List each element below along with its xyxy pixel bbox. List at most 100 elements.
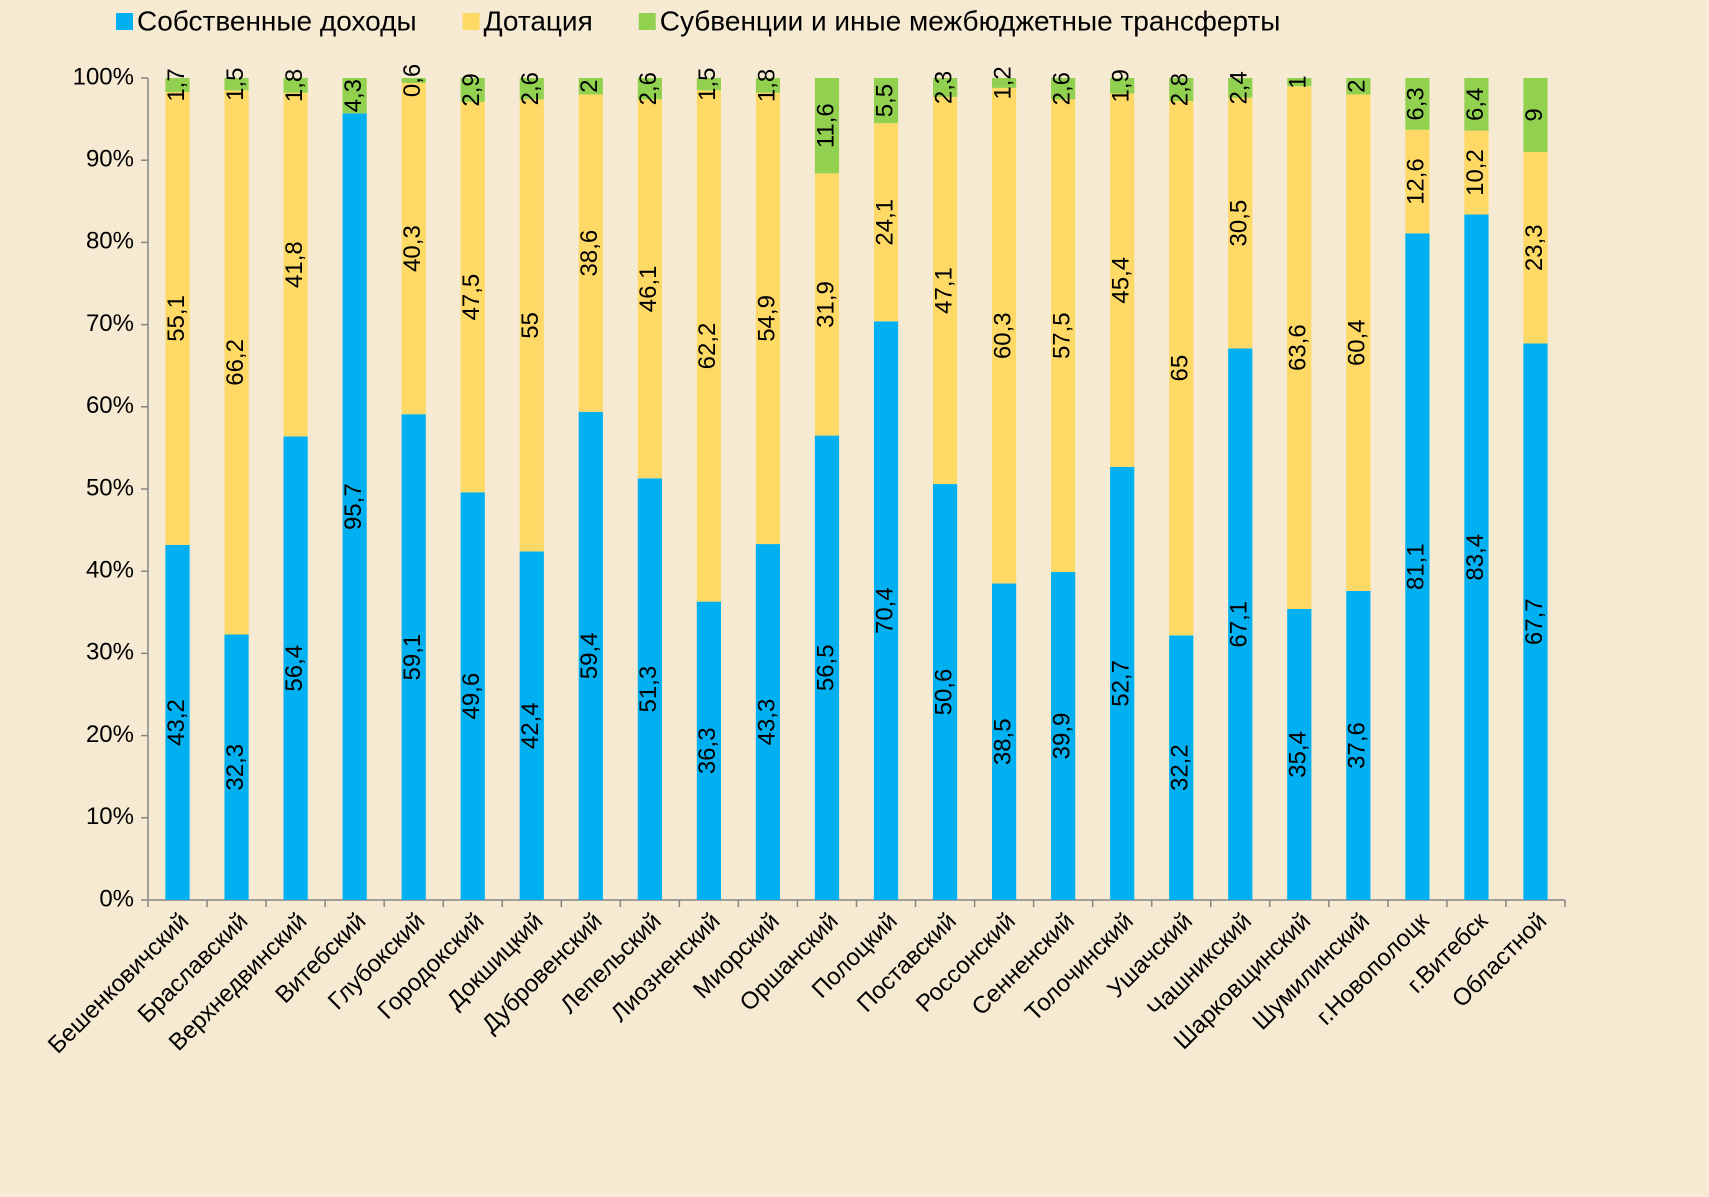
bar-segment bbox=[1169, 635, 1194, 900]
data-label: 95,7 bbox=[340, 483, 367, 530]
bar-segment bbox=[696, 90, 721, 602]
data-label: 46,1 bbox=[635, 265, 662, 312]
data-label: 2 bbox=[1344, 80, 1371, 93]
data-label: 59,1 bbox=[399, 634, 426, 681]
bar-segment bbox=[165, 544, 190, 900]
data-label: 2,6 bbox=[635, 72, 662, 105]
legend-swatch bbox=[638, 13, 656, 30]
data-label: 36,3 bbox=[694, 727, 721, 774]
data-label: 35,4 bbox=[1285, 731, 1312, 778]
bar-segment bbox=[578, 411, 603, 900]
data-label: 81,1 bbox=[1403, 543, 1430, 590]
bar-segment bbox=[873, 321, 899, 900]
y-tick-label: 90% bbox=[86, 146, 134, 173]
data-label: 38,5 bbox=[989, 718, 1016, 765]
bar-segment bbox=[283, 78, 308, 93]
y-tick-label: 0% bbox=[99, 885, 134, 912]
y-tick-label: 80% bbox=[86, 228, 134, 255]
bar-segment bbox=[1169, 101, 1194, 636]
bar-segment bbox=[992, 583, 1017, 900]
data-label: 1,8 bbox=[281, 69, 308, 102]
bar-segment bbox=[932, 96, 958, 485]
data-label: 70,4 bbox=[871, 587, 898, 634]
data-label: 1,5 bbox=[222, 67, 249, 100]
y-tick-label: 70% bbox=[86, 310, 134, 337]
bar-segment bbox=[342, 113, 367, 900]
data-label: 11,6 bbox=[812, 103, 839, 148]
data-label: 2,3 bbox=[930, 71, 957, 104]
bar-segment bbox=[1523, 78, 1548, 152]
data-label: 6,3 bbox=[1403, 87, 1430, 120]
data-label: 5,5 bbox=[871, 84, 898, 117]
bar-segment bbox=[1346, 94, 1371, 591]
data-label: 47,1 bbox=[930, 267, 957, 314]
bar-segment bbox=[165, 78, 190, 92]
data-label: 83,4 bbox=[1462, 534, 1489, 581]
legend-swatch bbox=[116, 13, 133, 30]
bar-segment bbox=[814, 173, 840, 436]
bar-segment bbox=[1287, 78, 1312, 87]
bar-segment bbox=[342, 78, 367, 114]
data-label: 43,3 bbox=[753, 699, 780, 746]
bar-segment bbox=[1405, 233, 1430, 900]
data-label: 55 bbox=[517, 312, 544, 339]
bar-segment bbox=[460, 78, 485, 102]
bar-segment bbox=[224, 78, 249, 91]
data-label: 2,6 bbox=[517, 72, 544, 105]
bar-segment bbox=[460, 101, 485, 493]
bar-segment bbox=[401, 78, 426, 83]
bar-segment bbox=[696, 601, 721, 900]
bar-segment bbox=[165, 91, 190, 545]
data-label: 30,5 bbox=[1226, 200, 1253, 247]
bar-segment bbox=[637, 78, 662, 100]
bar-segment bbox=[696, 78, 721, 91]
bar-segment bbox=[224, 634, 249, 900]
bar-segment bbox=[1287, 86, 1312, 610]
bar-segment bbox=[460, 492, 485, 900]
bar-segment bbox=[1110, 466, 1135, 900]
data-label: 60,3 bbox=[989, 312, 1016, 359]
data-label: 32,3 bbox=[222, 744, 249, 791]
bar-segment bbox=[519, 78, 544, 100]
bar-segment bbox=[1110, 78, 1135, 94]
data-label: 6,4 bbox=[1462, 88, 1489, 121]
data-label: 0,6 bbox=[399, 64, 426, 97]
data-label: 24,1 bbox=[871, 199, 898, 246]
data-label: 62,2 bbox=[694, 323, 721, 370]
bar-segment bbox=[1287, 609, 1312, 900]
data-label: 1,9 bbox=[1108, 69, 1135, 102]
legend-label: Субвенции и иные межбюджетные трансферты bbox=[660, 5, 1281, 36]
data-label: 31,9 bbox=[812, 281, 839, 328]
bar-segment bbox=[1228, 78, 1253, 98]
bar-segment bbox=[1051, 99, 1076, 573]
data-label: 52,7 bbox=[1108, 660, 1135, 707]
data-label: 40,3 bbox=[399, 225, 426, 272]
data-label: 67,1 bbox=[1226, 601, 1253, 648]
bar-segment bbox=[932, 484, 958, 900]
data-label: 65 bbox=[1167, 355, 1194, 382]
bar-segment bbox=[637, 478, 662, 900]
bar-segment bbox=[283, 92, 308, 437]
bar-segment bbox=[401, 414, 426, 900]
bar-segment bbox=[1523, 151, 1548, 344]
data-label: 12,6 bbox=[1403, 158, 1430, 205]
data-label: 4,3 bbox=[340, 79, 367, 112]
bar-segment bbox=[401, 82, 426, 415]
bar-segment bbox=[755, 544, 781, 900]
data-label: 56,5 bbox=[812, 644, 839, 691]
legend-swatch bbox=[462, 13, 480, 30]
data-label: 32,2 bbox=[1167, 744, 1194, 791]
y-tick-label: 30% bbox=[86, 639, 134, 666]
data-label: 50,6 bbox=[930, 669, 957, 716]
y-tick-label: 100% bbox=[73, 63, 134, 90]
data-label: 39,9 bbox=[1048, 713, 1075, 760]
bar-segment bbox=[873, 123, 899, 322]
data-label: 57,5 bbox=[1048, 312, 1075, 359]
legend-label: Дотация bbox=[484, 5, 593, 36]
bar-segment bbox=[1346, 78, 1371, 95]
data-label: 2,6 bbox=[1048, 72, 1075, 105]
data-label: 56,4 bbox=[281, 645, 308, 692]
bar-segment bbox=[519, 99, 544, 552]
data-label: 2,9 bbox=[458, 73, 485, 106]
data-label: 45,4 bbox=[1108, 257, 1135, 304]
